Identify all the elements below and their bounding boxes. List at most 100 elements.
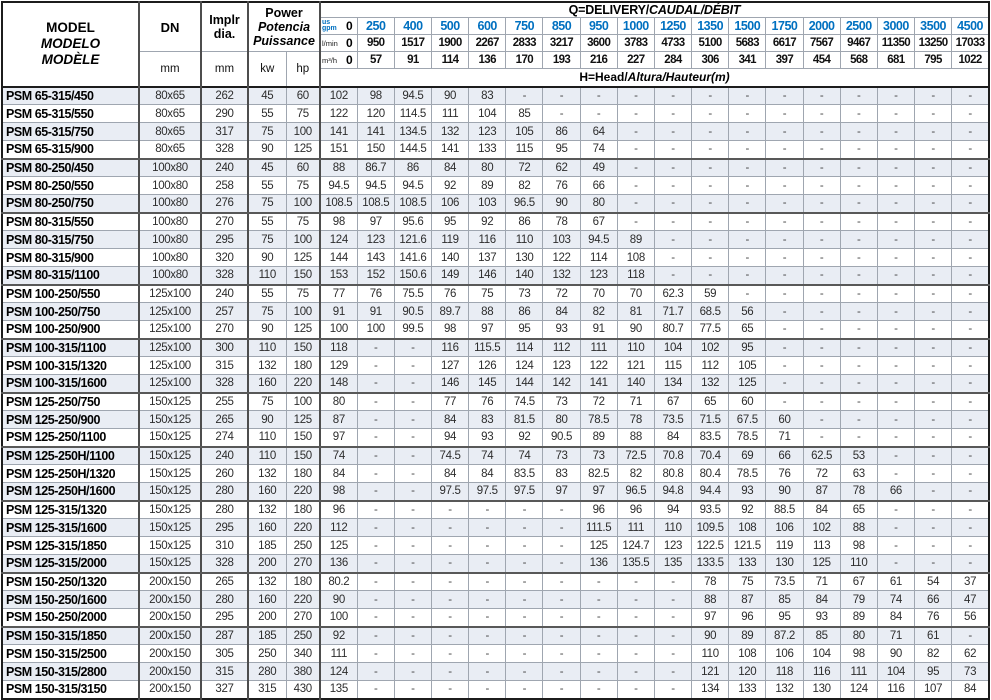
head-value-cell: 94 xyxy=(430,428,470,448)
head-value-cell: 123 xyxy=(542,356,581,375)
head-value-cell: - xyxy=(765,338,804,357)
model-cell: PSM 65-315/900 xyxy=(1,140,140,160)
head-value-cell: - xyxy=(913,302,953,321)
impeller-dia-cell: 328 xyxy=(200,554,249,574)
head-value-cell: - xyxy=(765,248,804,267)
head-value-cell: 123 xyxy=(653,536,693,555)
dn-cell: 200x150 xyxy=(138,680,202,699)
head-value-cell: 135 xyxy=(653,554,693,574)
power-hp-cell: 220 xyxy=(285,590,321,609)
head-value-cell: - xyxy=(691,86,730,105)
head-value-cell: 80 xyxy=(542,410,581,429)
head-value-cell: - xyxy=(356,590,395,609)
dn-cell: 80x65 xyxy=(138,140,202,160)
head-value-cell: - xyxy=(951,86,990,105)
head-value-cell: 150.6 xyxy=(393,266,432,286)
dn-cell: 100x80 xyxy=(138,212,202,231)
head-value-cell: 125 xyxy=(728,374,767,394)
head-value-cell: 106 xyxy=(765,644,804,663)
power-kw-cell: 90 xyxy=(247,248,287,267)
head-value-cell: - xyxy=(802,356,841,375)
head-value-cell: 91 xyxy=(579,320,618,340)
impeller-dia-cell: 300 xyxy=(200,338,249,357)
head-value-cell: 127 xyxy=(430,356,470,375)
head-value-cell: - xyxy=(876,464,916,483)
impeller-dia-cell: 257 xyxy=(200,302,249,321)
head-value-cell: - xyxy=(616,176,655,195)
head-value-cell: - xyxy=(356,644,395,663)
head-value-cell: 77 xyxy=(430,392,470,411)
head-value-cell: - xyxy=(951,554,990,574)
head-value-cell: - xyxy=(356,374,395,394)
gpm-flow-row: us gpm 0 250 400 500 600 750 850 950 1000 1250 1350 1… xyxy=(2,17,990,35)
head-value-cell: 93 xyxy=(542,320,581,340)
head-value-cell: - xyxy=(393,608,432,628)
impeller-dia-cell: 315 xyxy=(200,356,249,375)
head-value-cell: 115 xyxy=(505,140,544,160)
power-kw-cell: 55 xyxy=(247,176,287,195)
m3h-value: 454 xyxy=(802,51,841,69)
head-value-cell: 129 xyxy=(319,356,358,375)
head-value-cell: 86 xyxy=(505,302,544,321)
head-value-cell: - xyxy=(691,194,730,214)
head-value-cell: - xyxy=(542,608,581,628)
head-value-cell: 144 xyxy=(505,374,544,394)
head-value-cell: 73 xyxy=(542,392,581,411)
head-value-cell: 89 xyxy=(616,230,655,249)
model-cell: PSM 150-315/2500 xyxy=(1,644,140,663)
head-value-cell: - xyxy=(691,122,730,141)
power-hp-cell: 180 xyxy=(285,572,321,591)
model-cell: PSM 150-315/3150 xyxy=(1,680,140,699)
head-value-cell: - xyxy=(468,644,507,663)
head-value-cell: 97 xyxy=(691,608,730,628)
head-value-cell: 73 xyxy=(579,446,618,465)
head-value-cell: 85 xyxy=(505,104,544,123)
model-cell: PSM 100-250/900 xyxy=(1,320,140,340)
head-value-cell: 80 xyxy=(839,626,878,645)
head-value-cell: 53 xyxy=(839,446,878,465)
head-value-cell: - xyxy=(356,392,395,411)
head-value-cell: 114.5 xyxy=(393,104,432,123)
head-value-cell: - xyxy=(653,86,693,105)
m3h-value: 397 xyxy=(765,51,804,69)
head-value-cell: - xyxy=(839,122,878,141)
head-value-cell: - xyxy=(430,644,470,663)
head-value-cell: - xyxy=(839,356,878,375)
dn-cell: 80x65 xyxy=(138,122,202,141)
head-value-cell: 110 xyxy=(691,644,730,663)
impeller-dia-cell: 305 xyxy=(200,644,249,663)
head-value-cell: 146 xyxy=(430,374,470,394)
impeller-dia-cell: 295 xyxy=(200,518,249,537)
head-value-cell: 69 xyxy=(728,446,767,465)
head-value-cell: - xyxy=(616,122,655,141)
head-value-cell: - xyxy=(393,374,432,394)
power-kw-cell: 160 xyxy=(247,518,287,537)
head-value-cell: - xyxy=(876,374,916,394)
head-value-cell: 71.5 xyxy=(691,410,730,429)
head-value-cell: - xyxy=(505,680,544,699)
head-value-cell: 75.5 xyxy=(393,284,432,303)
head-value-cell: - xyxy=(951,518,990,537)
head-value-cell: 125 xyxy=(579,536,618,555)
head-value-cell: - xyxy=(765,194,804,214)
head-value-cell: 97.5 xyxy=(430,482,470,502)
head-value-cell: - xyxy=(876,212,916,231)
head-value-cell: 97 xyxy=(356,212,395,231)
power-label-en: Power xyxy=(265,6,303,20)
head-value-cell: 86 xyxy=(542,122,581,141)
head-value-cell: - xyxy=(579,644,618,663)
head-value-cell: - xyxy=(616,644,655,663)
dn-cell: 200x150 xyxy=(138,608,202,628)
head-value-cell: 47 xyxy=(951,590,990,609)
head-value-cell: 108.5 xyxy=(319,194,358,214)
model-label-es: MODELO xyxy=(40,36,101,52)
head-value-cell: 82 xyxy=(579,302,618,321)
head-value-cell: 66 xyxy=(913,590,953,609)
head-value-cell: 98 xyxy=(319,212,358,231)
head-value-cell: - xyxy=(876,284,916,303)
head-value-cell: 72 xyxy=(579,392,618,411)
head-value-cell: 108 xyxy=(728,644,767,663)
pump-row: PSM 125-250/750 150x125 255 75 100 80- -77 76 74… xyxy=(1,392,990,411)
lmin-zero-value: 0 xyxy=(345,36,353,50)
pump-row: PSM 80-315/550 100x80 270 55 75 98 97 95.6 95 92 8… xyxy=(1,212,990,231)
